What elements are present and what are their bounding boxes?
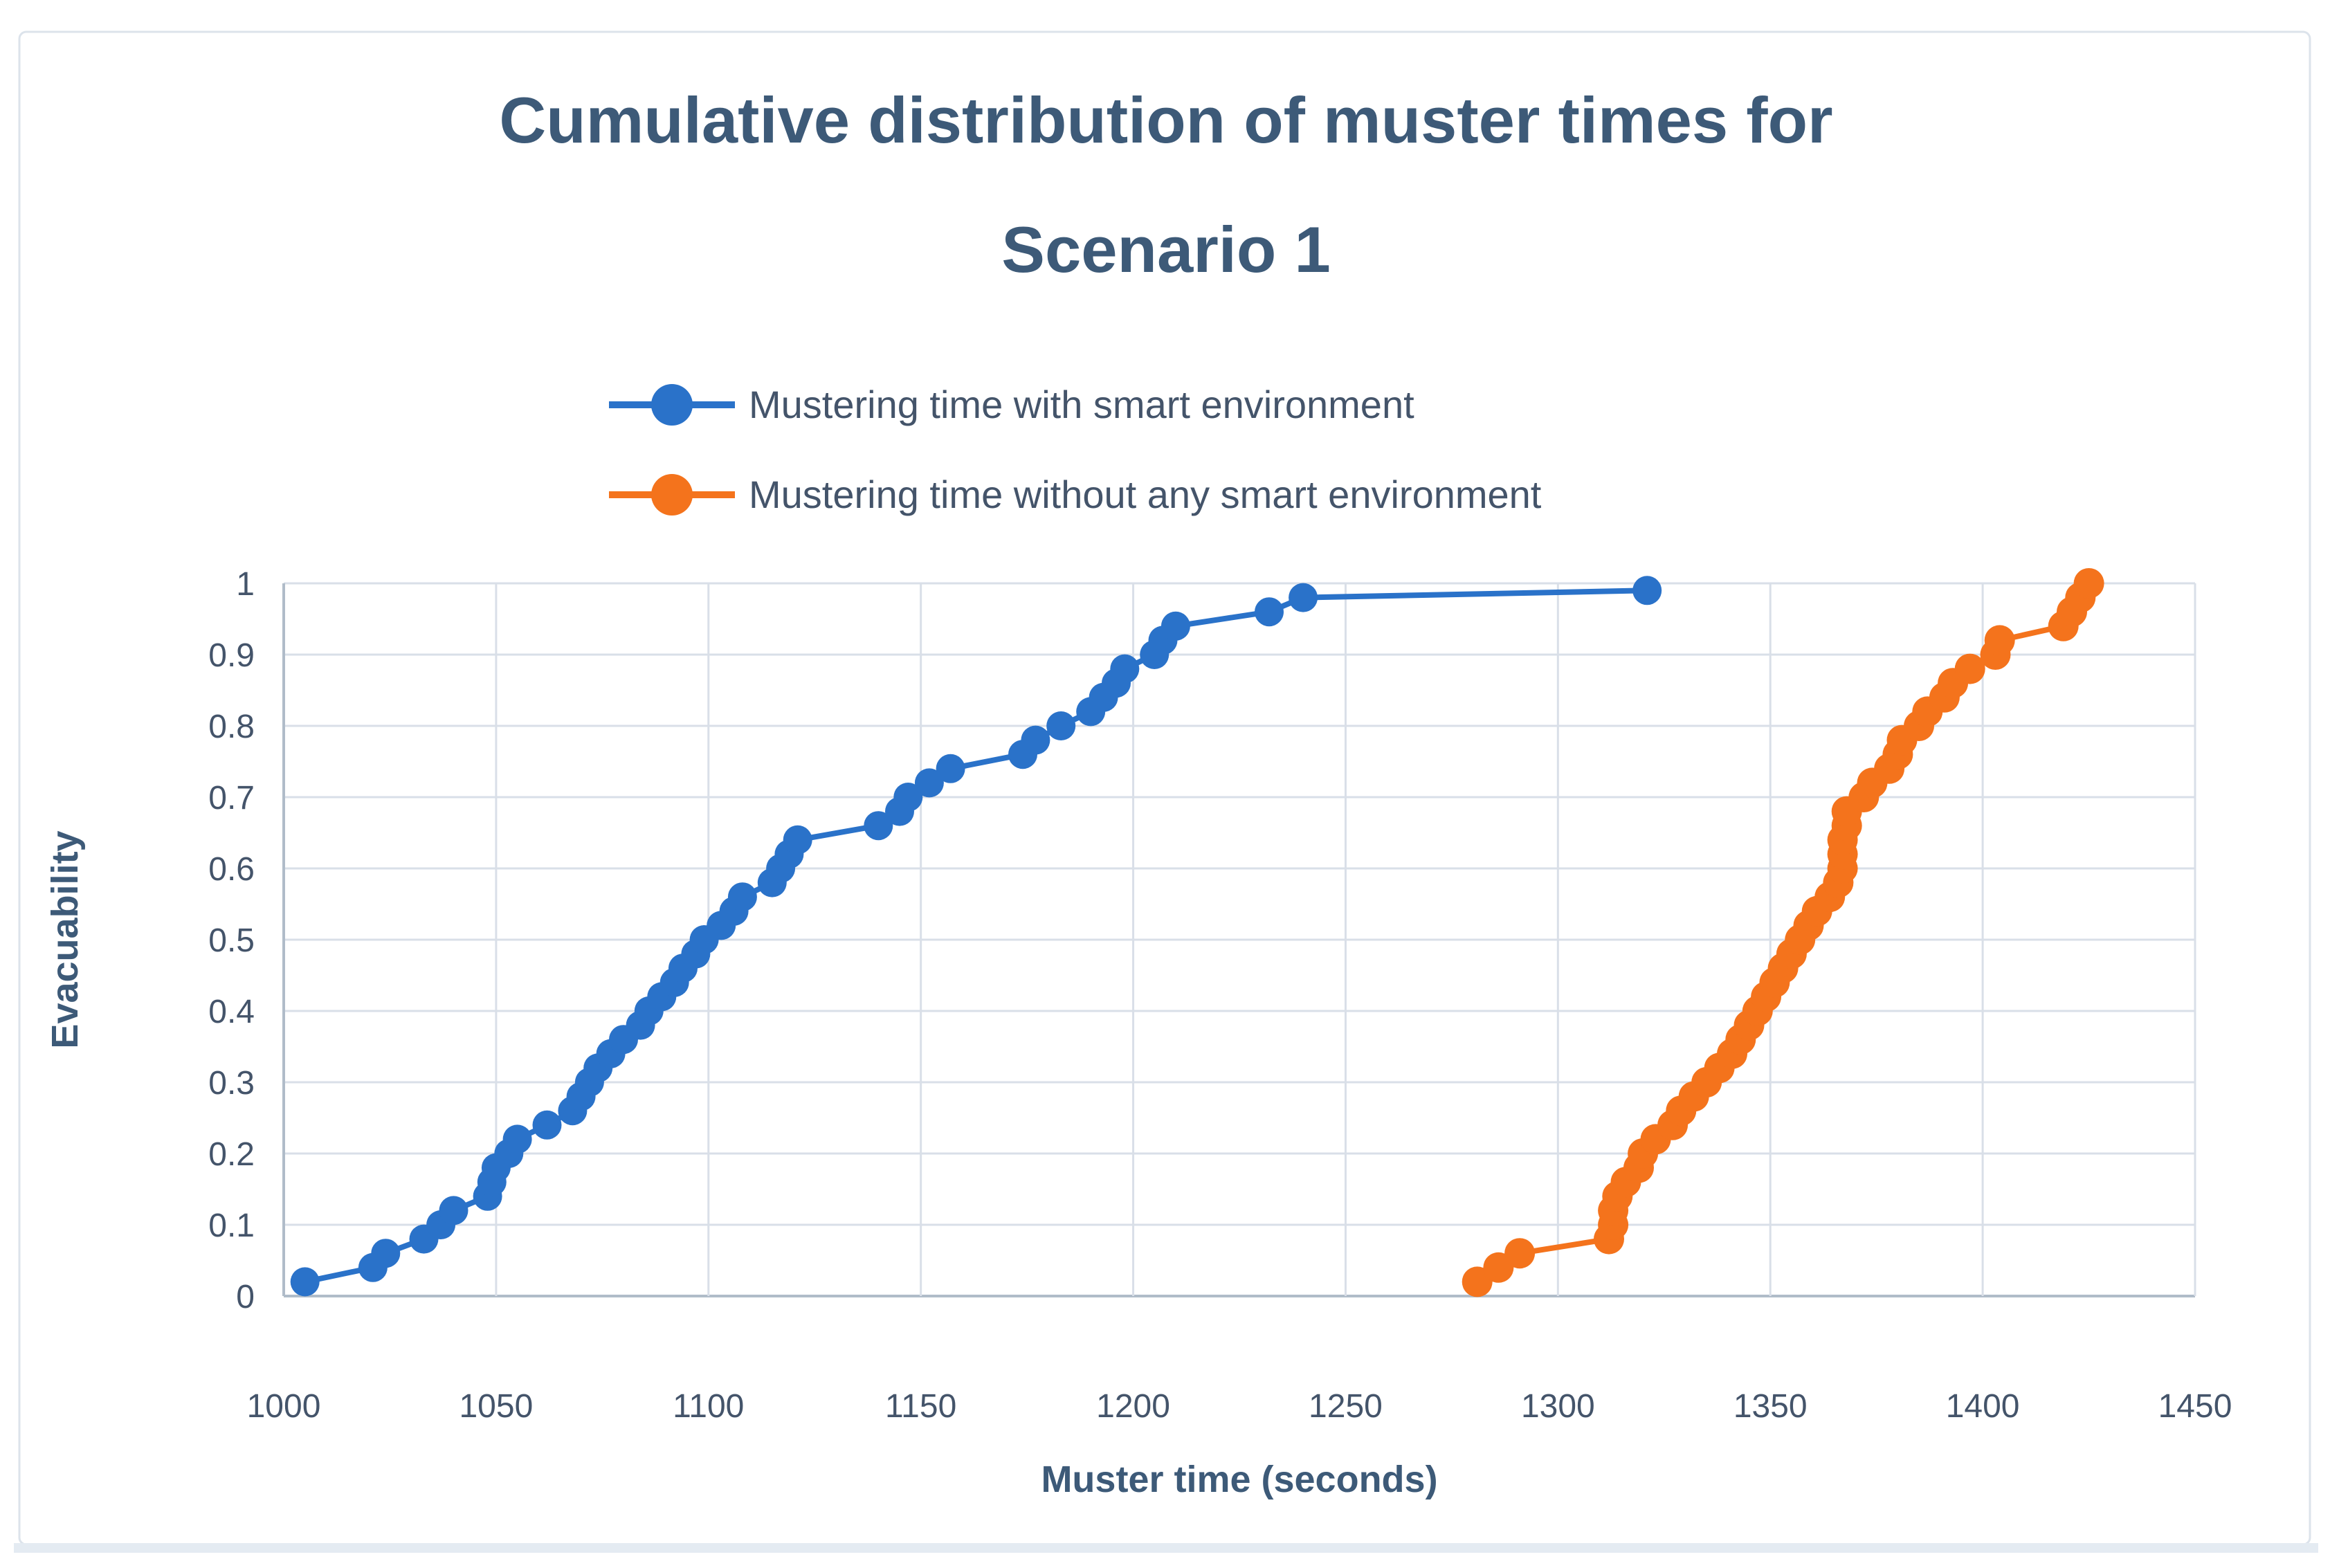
x-tick-label: 1250 [1309, 1388, 1383, 1425]
legend: Mustering time with smart environment Mu… [609, 383, 1542, 516]
x-tick-label: 1000 [247, 1388, 321, 1425]
data-point [1632, 576, 1662, 605]
x-tick-label: 1150 [885, 1388, 956, 1425]
data-point [936, 754, 965, 783]
data-point [727, 882, 757, 912]
data-point [439, 1196, 468, 1225]
x-tick-label: 1400 [1946, 1388, 2020, 1425]
y-tick-label: 1 [236, 566, 255, 603]
data-point [783, 825, 812, 855]
legend-item-smart: Mustering time with smart environment [609, 383, 1414, 426]
data-point [1046, 711, 1076, 740]
data-point [1954, 653, 1985, 684]
data-point [1161, 611, 1190, 641]
data-point [2073, 568, 2104, 599]
x-tick-label: 1350 [1733, 1388, 1808, 1425]
y-tick-label: 0 [236, 1279, 255, 1315]
legend-item-no-smart: Mustering time without any smart environ… [609, 473, 1542, 516]
x-axis-title: Muster time (seconds) [1041, 1459, 1437, 1500]
y-axis-title: Evacuability [44, 830, 86, 1048]
y-tick-label: 0.3 [208, 1065, 255, 1102]
legend-label-no-smart: Mustering time without any smart environ… [749, 473, 1542, 516]
y-tick-label: 0.4 [208, 994, 255, 1030]
data-point [914, 768, 944, 798]
x-axis-tick-labels: 1000 1050 1100 1150 1200 1250 1300 1350 1400 1450 [247, 1388, 2232, 1425]
figure-bottom-strip [14, 1543, 2318, 1553]
y-tick-label: 0.6 [208, 851, 255, 888]
x-tick-label: 1300 [1521, 1388, 1595, 1425]
data-point [290, 1267, 320, 1297]
data-point [1021, 725, 1050, 755]
data-point [371, 1239, 401, 1268]
data-point [864, 811, 893, 841]
y-tick-label: 0.8 [208, 709, 255, 745]
x-tick-label: 1100 [673, 1388, 744, 1425]
x-tick-label: 1450 [2158, 1388, 2232, 1425]
chart-title-line2: Scenario 1 [1001, 213, 1330, 286]
data-point [532, 1110, 562, 1140]
y-tick-label: 0.9 [208, 637, 255, 674]
data-point [1504, 1238, 1536, 1269]
plot-series [290, 568, 2104, 1297]
data-point [1255, 597, 1284, 627]
y-tick-label: 0.5 [208, 922, 255, 959]
y-tick-label: 0.1 [208, 1207, 255, 1244]
data-point [1110, 654, 1140, 684]
data-point [893, 783, 923, 812]
data-point [1984, 625, 2015, 656]
series-line-no-smart [1474, 581, 2092, 1285]
y-axis-tick-labels: 0 0.1 0.2 0.3 0.4 0.5 0.6 0.7 0.8 0.9 1 [208, 566, 255, 1315]
x-tick-label: 1200 [1096, 1388, 1170, 1425]
chart-title-line1: Cumulative distribution of muster times … [499, 84, 1832, 156]
plot-gridlines [282, 582, 2196, 1297]
y-tick-label: 0.2 [208, 1136, 255, 1173]
y-tick-label: 0.7 [208, 780, 255, 817]
data-point [502, 1124, 532, 1154]
legend-dot-no-smart-icon [651, 474, 693, 516]
data-point [1289, 583, 1318, 612]
x-tick-label: 1050 [459, 1388, 533, 1425]
legend-label-smart: Mustering time with smart environment [749, 383, 1414, 426]
legend-dot-smart-icon [651, 384, 693, 426]
